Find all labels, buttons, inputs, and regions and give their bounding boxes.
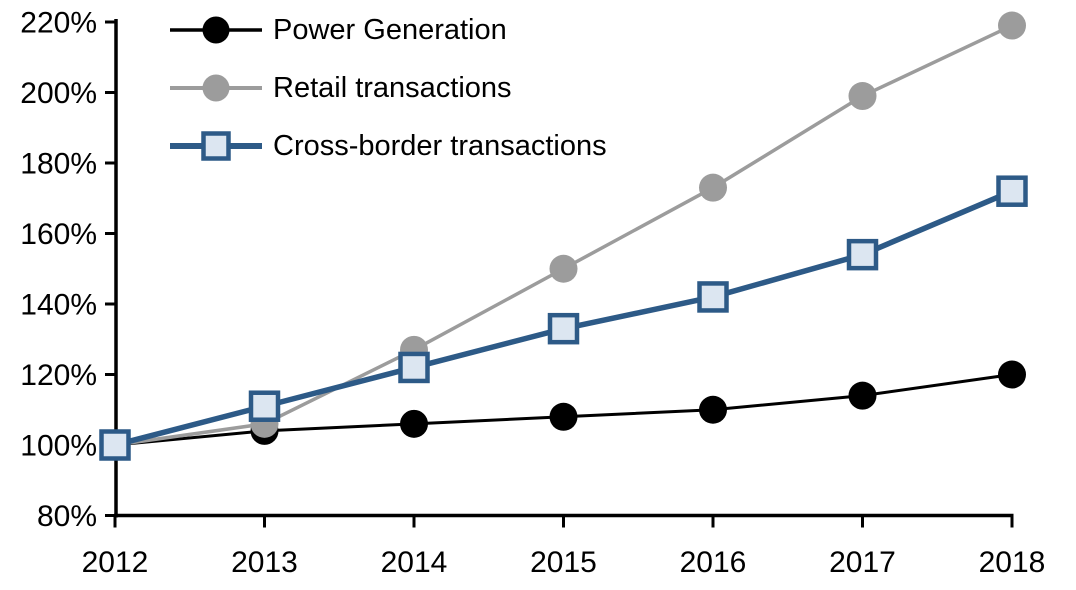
legend-sample-cross-border-transactions-icon (170, 131, 262, 161)
legend-label-cross-border-transactions: Cross-border transactions (273, 129, 607, 162)
x-axis-tick-label: 2016 (680, 546, 747, 579)
data-point-cross-border-transactions (846, 238, 879, 271)
y-axis-tick-label: 220% (20, 7, 97, 40)
legend-item-power-generation: Power Generation (170, 1, 607, 59)
y-axis-tick-label: 140% (20, 289, 97, 322)
x-axis-tick-label: 2018 (979, 546, 1046, 579)
y-axis-tick-label: 120% (20, 359, 97, 392)
legend-label-retail-transactions: Retail transactions (273, 71, 512, 104)
data-point-power-generation (998, 360, 1026, 389)
x-axis-tick-label: 2012 (82, 546, 149, 579)
legend-sample-power-generation-icon (170, 16, 262, 44)
data-point-retail-transactions (848, 82, 877, 111)
y-axis-tick-label: 160% (20, 218, 97, 251)
x-axis-tick-label: 2015 (530, 546, 597, 579)
data-point-cross-border-transactions (697, 281, 729, 313)
data-point-power-generation (400, 409, 428, 438)
data-point-power-generation (549, 402, 578, 431)
data-point-cross-border-transactions (99, 429, 131, 461)
data-point-cross-border-transactions (398, 351, 430, 384)
legend: Power Generation Retail transactions Cro… (170, 1, 607, 175)
data-point-cross-border-transactions (547, 312, 580, 345)
data-point-retail-transactions (998, 11, 1026, 40)
data-point-retail-transactions (699, 173, 727, 202)
x-axis-tick-label: 2013 (231, 546, 298, 579)
legend-item-cross-border-transactions: Cross-border transactions (170, 117, 607, 175)
data-point-power-generation (699, 395, 727, 424)
y-axis-tick-label: 80% (37, 500, 97, 533)
x-axis-tick-label: 2014 (381, 546, 448, 579)
data-point-retail-transactions (549, 254, 578, 283)
legend-label-power-generation: Power Generation (273, 13, 507, 46)
y-axis-tick-label: 200% (20, 77, 97, 110)
y-axis-tick-label: 180% (20, 148, 97, 181)
data-point-cross-border-transactions (996, 175, 1028, 207)
x-axis-tick-label: 2017 (829, 546, 896, 579)
data-point-cross-border-transactions (248, 390, 281, 422)
legend-item-retail-transactions: Retail transactions (170, 59, 607, 117)
y-axis-tick-label: 100% (20, 430, 97, 463)
legend-sample-retail-transactions-icon (170, 74, 262, 102)
data-point-power-generation (848, 381, 877, 410)
